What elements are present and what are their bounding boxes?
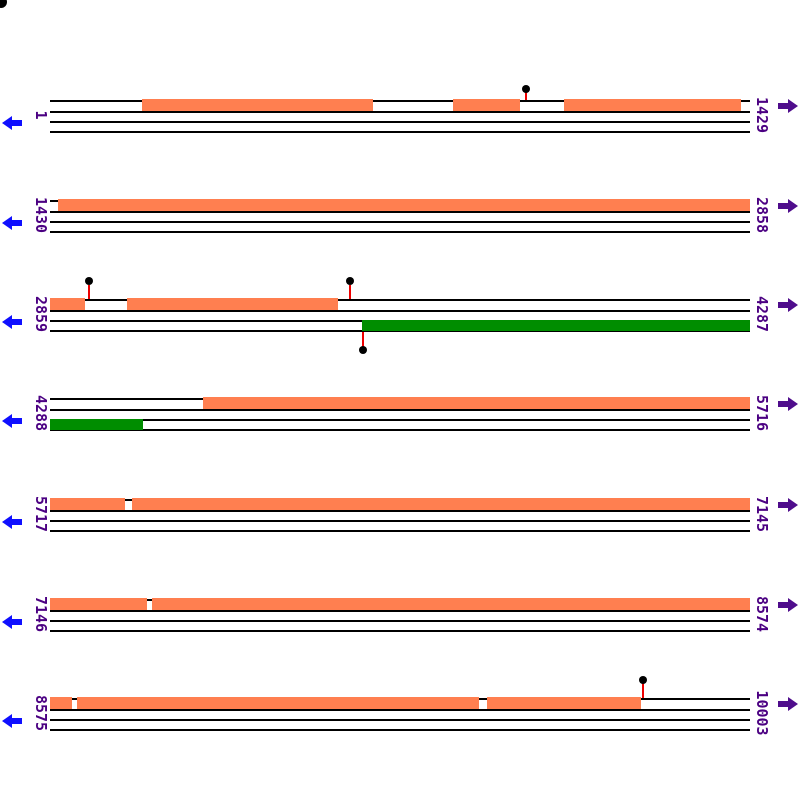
track-line-2 <box>50 111 750 113</box>
forward-strand-arrow-icon[interactable] <box>778 298 798 312</box>
feature-bar-green[interactable] <box>50 419 143 430</box>
forward-strand-arrow-icon[interactable] <box>778 199 798 213</box>
forward-strand-arrow-icon[interactable] <box>778 397 798 411</box>
feature-bar-orange[interactable] <box>58 199 750 211</box>
forward-strand-arrow-icon[interactable] <box>778 598 798 612</box>
site-marker-stem[interactable] <box>362 332 364 347</box>
feature-bar-orange[interactable] <box>50 598 147 610</box>
site-marker-stem[interactable] <box>349 285 351 299</box>
track-line-2 <box>50 610 750 612</box>
feature-bar-orange[interactable] <box>50 498 125 510</box>
track-line-3 <box>50 520 750 522</box>
reverse-strand-arrow-icon[interactable] <box>2 315 22 329</box>
feature-bar-orange[interactable] <box>127 298 338 310</box>
end-coordinate-label: 8574 <box>753 595 771 633</box>
end-coordinate-label: 4287 <box>753 295 771 333</box>
track-line-3 <box>50 221 750 223</box>
track-line-3 <box>50 719 750 721</box>
feature-bar-green[interactable] <box>362 320 750 331</box>
track-line-3 <box>50 620 750 622</box>
track-line-3 <box>50 419 750 421</box>
track-line-1 <box>50 100 750 102</box>
track-line-2 <box>50 709 750 711</box>
site-marker-dot[interactable] <box>639 676 647 684</box>
start-coordinate-label: 1 <box>32 110 50 120</box>
corner-marker-dot <box>0 0 7 8</box>
feature-bar-orange[interactable] <box>50 697 72 709</box>
feature-bar-orange[interactable] <box>77 697 479 709</box>
forward-strand-arrow-icon[interactable] <box>778 99 798 113</box>
reverse-strand-arrow-icon[interactable] <box>2 515 22 529</box>
forward-strand-arrow-icon[interactable] <box>778 498 798 512</box>
end-coordinate-label: 10003 <box>753 690 771 736</box>
track-line-4 <box>50 530 750 532</box>
end-coordinate-label: 5716 <box>753 394 771 432</box>
start-coordinate-label: 8575 <box>32 694 50 732</box>
track-line-2 <box>50 510 750 512</box>
feature-bar-orange[interactable] <box>142 99 373 111</box>
feature-bar-orange[interactable] <box>487 697 641 709</box>
reverse-strand-arrow-icon[interactable] <box>2 216 22 230</box>
reverse-strand-arrow-icon[interactable] <box>2 116 22 130</box>
feature-bar-orange[interactable] <box>203 397 750 409</box>
start-coordinate-label: 7146 <box>32 595 50 633</box>
reverse-strand-arrow-icon[interactable] <box>2 414 22 428</box>
site-marker-stem[interactable] <box>88 285 90 299</box>
feature-bar-orange[interactable] <box>132 498 750 510</box>
start-coordinate-label: 1430 <box>32 196 50 234</box>
site-marker-dot[interactable] <box>359 346 367 354</box>
end-coordinate-label: 7145 <box>753 495 771 533</box>
start-coordinate-label: 4288 <box>32 394 50 432</box>
feature-bar-orange[interactable] <box>152 598 750 610</box>
site-marker-stem[interactable] <box>525 92 527 100</box>
track-line-2 <box>50 409 750 411</box>
track-line-4 <box>50 429 750 431</box>
site-marker-dot[interactable] <box>522 85 530 93</box>
track-line-4 <box>50 630 750 632</box>
site-marker-stem[interactable] <box>642 683 644 698</box>
site-marker-dot[interactable] <box>346 277 354 285</box>
track-line-2 <box>50 310 750 312</box>
track-line-4 <box>50 131 750 133</box>
feature-bar-orange[interactable] <box>453 99 520 111</box>
site-marker-dot[interactable] <box>85 277 93 285</box>
end-coordinate-label: 2858 <box>753 196 771 234</box>
track-line-1 <box>50 299 750 301</box>
track-line-4 <box>50 729 750 731</box>
end-coordinate-label: 1429 <box>753 96 771 134</box>
forward-strand-arrow-icon[interactable] <box>778 697 798 711</box>
feature-bar-orange[interactable] <box>564 99 741 111</box>
start-coordinate-label: 2859 <box>32 295 50 333</box>
track-line-4 <box>50 231 750 233</box>
track-line-2 <box>50 211 750 213</box>
track-line-3 <box>50 121 750 123</box>
feature-bar-orange[interactable] <box>50 298 85 310</box>
reverse-strand-arrow-icon[interactable] <box>2 714 22 728</box>
start-coordinate-label: 5717 <box>32 495 50 533</box>
reverse-strand-arrow-icon[interactable] <box>2 615 22 629</box>
